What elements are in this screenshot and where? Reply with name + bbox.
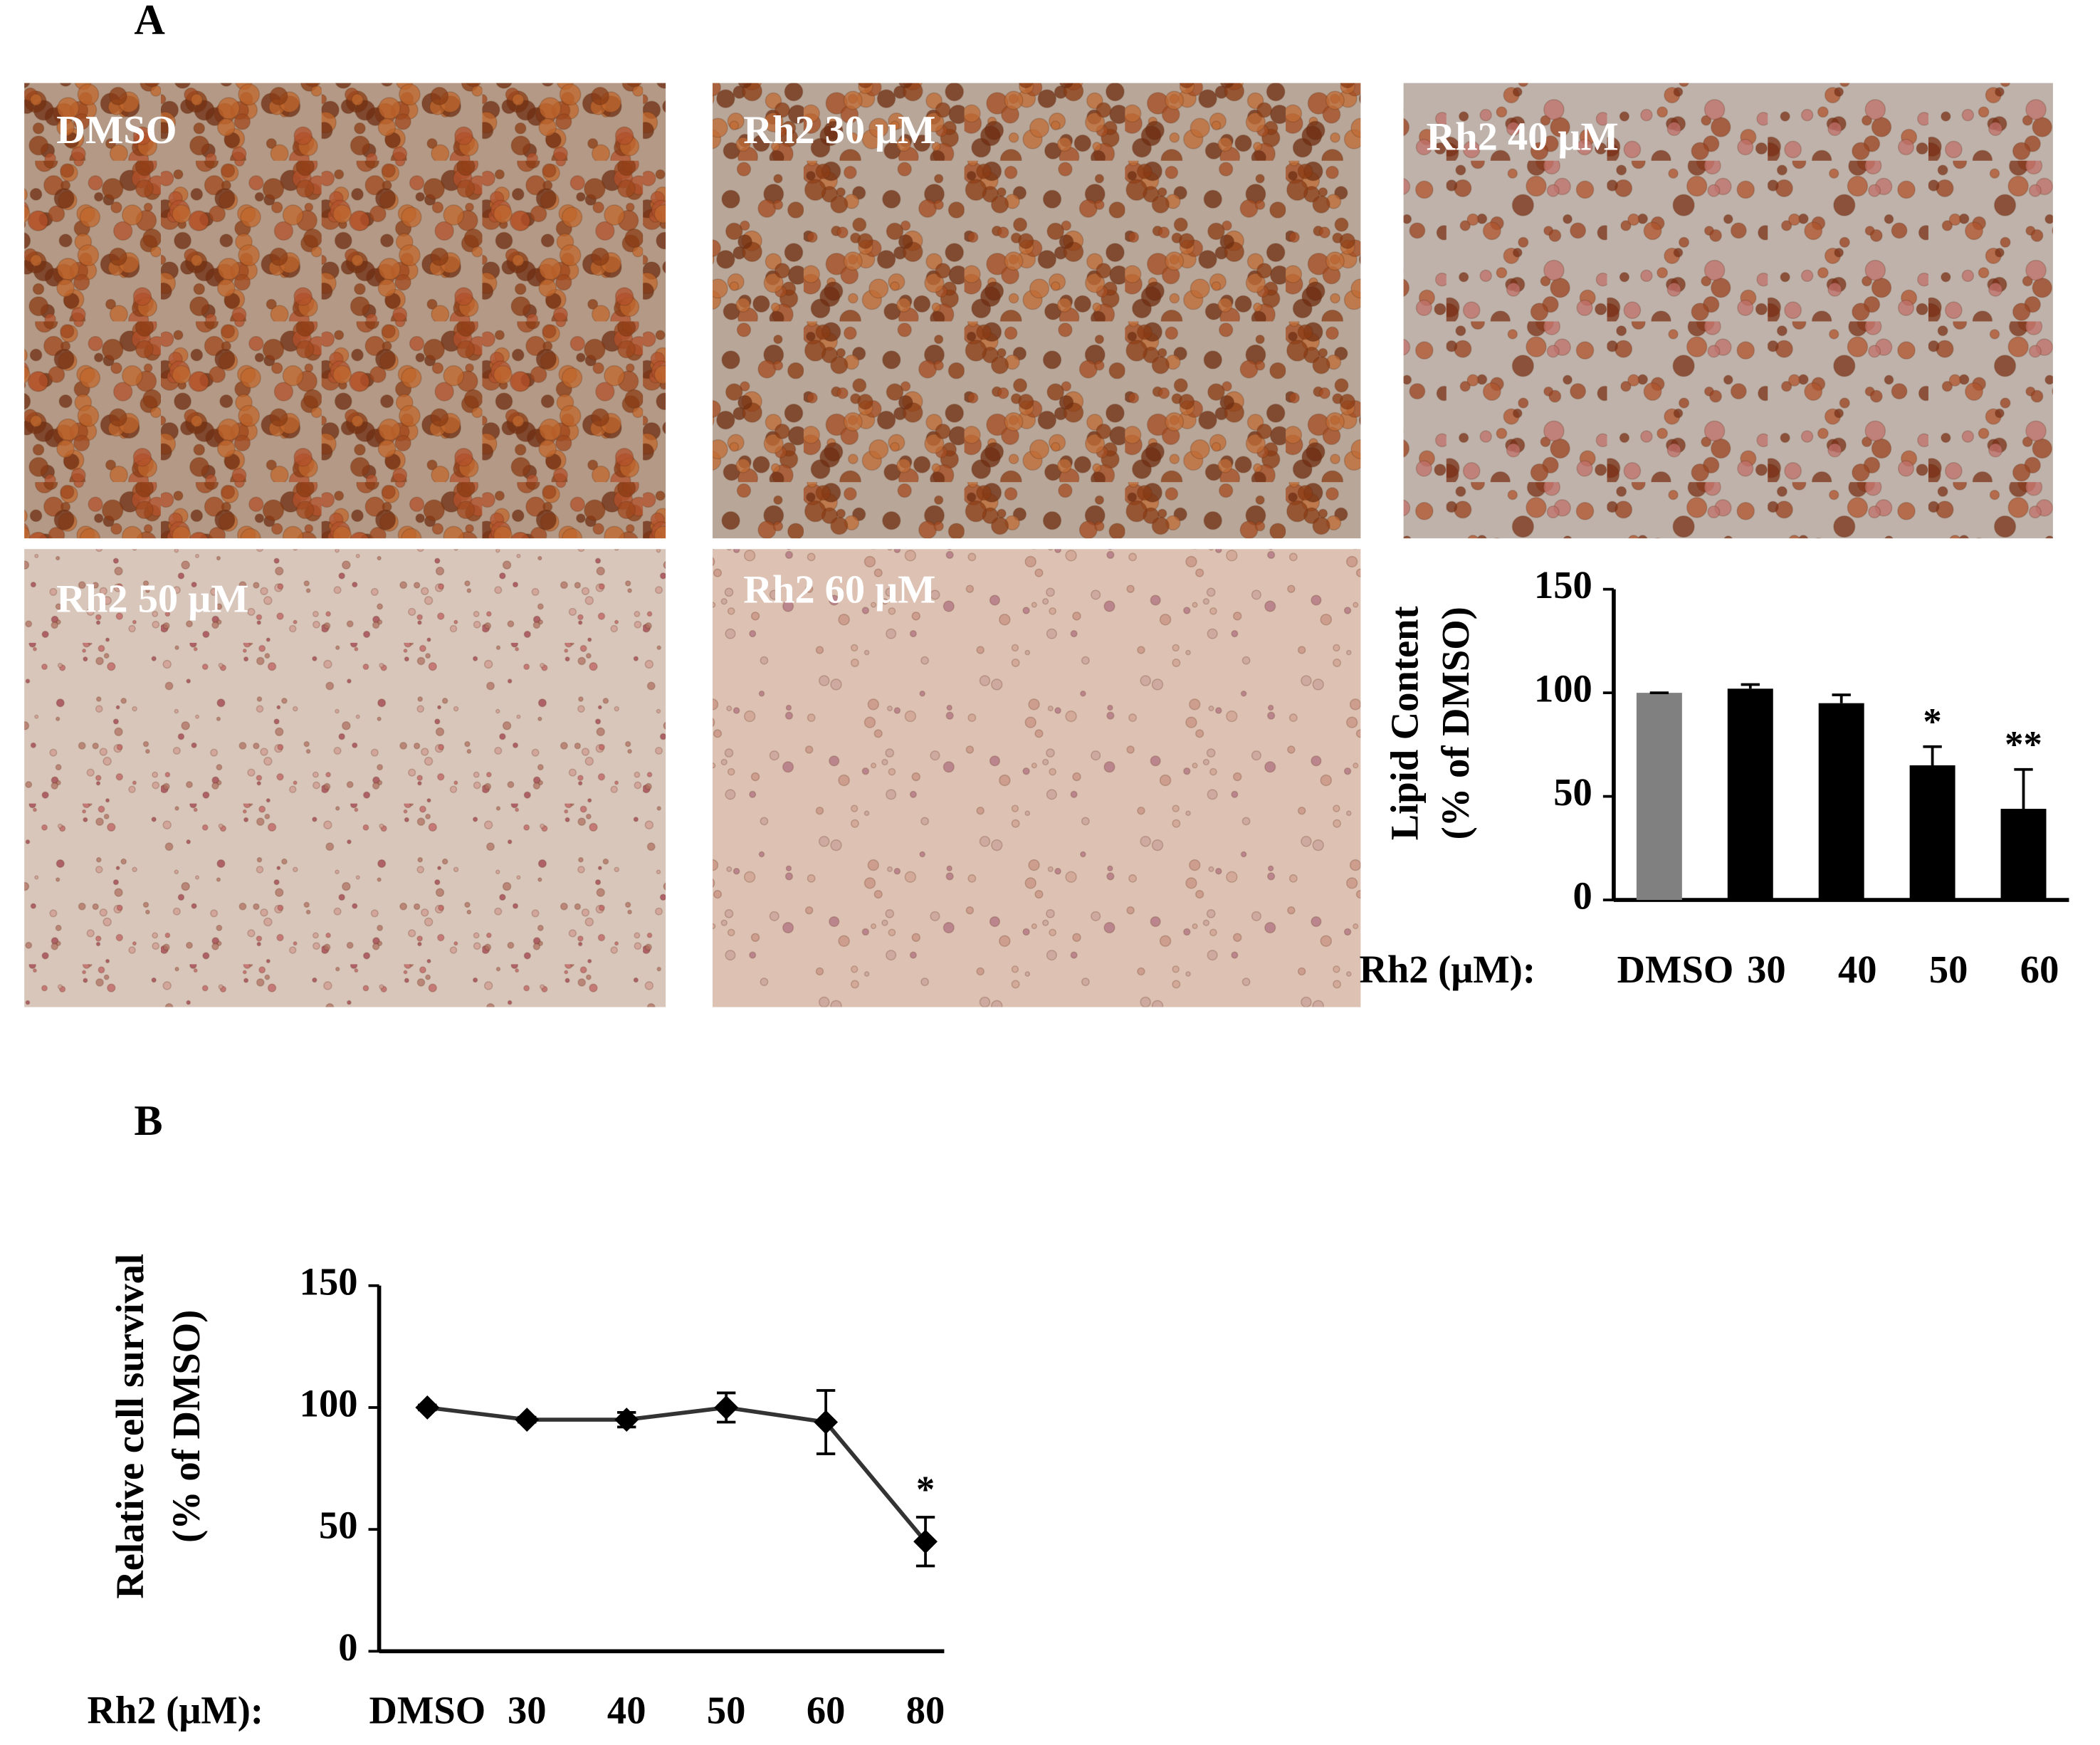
x-axis-label: Rh2 (μM): — [1360, 948, 1536, 991]
image-label: DMSO — [56, 108, 177, 152]
image-label: Rh2 50 μM — [56, 577, 248, 621]
bar — [1909, 765, 1955, 901]
y-tick-label: 0 — [338, 1625, 357, 1669]
image-label: Rh2 60 μM — [743, 567, 935, 612]
micrograph — [1403, 83, 2053, 539]
significance: ** — [2005, 724, 2042, 765]
marker — [714, 1395, 739, 1420]
error-bar — [1923, 745, 1942, 765]
error-bar — [1832, 693, 1851, 703]
marker — [415, 1395, 440, 1420]
marker — [515, 1408, 540, 1432]
x-tick-label: 60 — [807, 1688, 846, 1731]
x-tick-label: DMSO — [1617, 948, 1734, 991]
image-label: Rh2 30 μM — [743, 108, 935, 152]
x-tick-label: 40 — [607, 1688, 646, 1731]
image-label: Rh2 40 μM — [1427, 115, 1619, 159]
error-bar — [1741, 683, 1760, 689]
y-tick-label: 0 — [1573, 874, 1592, 918]
marker — [614, 1408, 639, 1432]
y-tick-label: 50 — [1553, 770, 1592, 814]
y-axis-label: Lipid Content — [1383, 606, 1427, 840]
x-tick-label: 50 — [707, 1688, 746, 1731]
line — [426, 1405, 928, 1544]
micrograph — [24, 549, 666, 1007]
bar — [1727, 688, 1773, 901]
panel-label: A — [134, 0, 165, 44]
bar — [1636, 693, 1682, 901]
y-axis-label: Relative cell survival — [108, 1254, 152, 1599]
micrograph — [712, 83, 1361, 539]
marker — [913, 1529, 938, 1554]
significance: * — [1923, 701, 1941, 743]
x-tick-label: 30 — [1747, 948, 1786, 991]
x-tick-label: 50 — [1929, 948, 1968, 991]
panel-label: B — [134, 1097, 162, 1145]
x-tick-label: DMSO — [369, 1688, 485, 1731]
x-tick-label: 60 — [2020, 948, 2059, 991]
micrograph — [24, 83, 666, 539]
error-bar — [2014, 767, 2033, 809]
y-tick-label: 100 — [1534, 667, 1592, 711]
micrograph — [712, 549, 1361, 1007]
y-tick-label: 50 — [319, 1504, 358, 1547]
x-axis-label: Rh2 (μM): — [88, 1688, 264, 1731]
significance: * — [916, 1469, 935, 1510]
x-tick-label: 80 — [906, 1688, 945, 1731]
x-tick-label: 40 — [1838, 948, 1877, 991]
y-tick-label: 150 — [1534, 563, 1592, 607]
x-tick-label: 30 — [508, 1688, 547, 1731]
y-tick-label: 150 — [300, 1259, 358, 1303]
bar — [1818, 703, 1864, 901]
y-tick-label: 100 — [300, 1381, 358, 1425]
marker — [814, 1410, 839, 1435]
y-axis-label: (% of DMSO) — [164, 1310, 208, 1543]
bar — [2000, 809, 2047, 901]
y-axis-label: (% of DMSO) — [1434, 607, 1477, 839]
